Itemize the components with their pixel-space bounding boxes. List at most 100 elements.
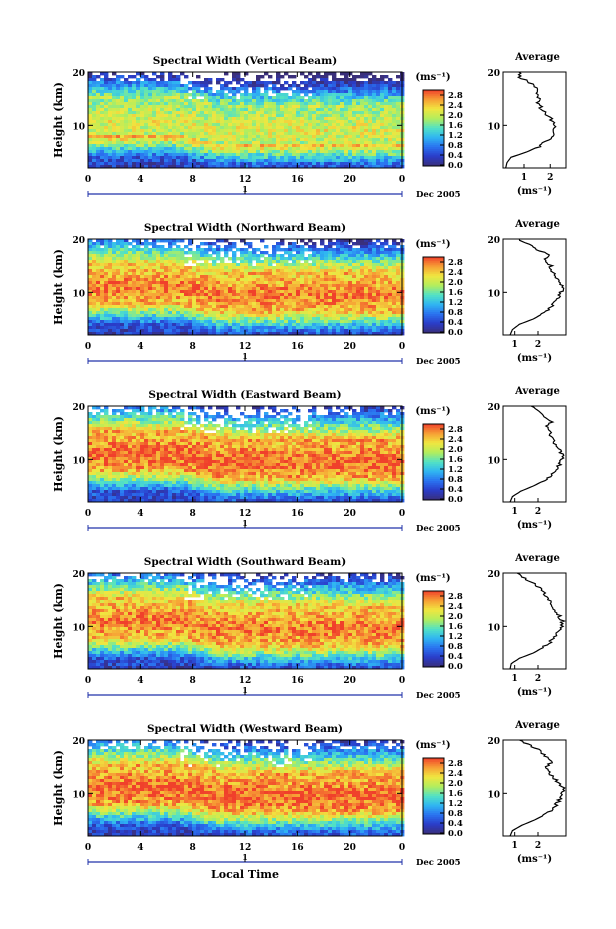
colorbar-tick-label: 1.2 bbox=[448, 799, 463, 809]
avg-x-tick-label: 2 bbox=[535, 507, 541, 517]
y-axis-label: Height (km) bbox=[52, 416, 65, 492]
average-profile-line bbox=[505, 71, 557, 169]
x-tick-label: 20 bbox=[343, 843, 356, 853]
y-tick-label: 10 bbox=[72, 623, 85, 633]
average-profile: Average 20 10 1 2 (ms⁻¹) bbox=[487, 720, 567, 865]
avg-y-tick-label: 20 bbox=[487, 236, 500, 246]
colorbar-tick-label: 2.0 bbox=[448, 278, 463, 288]
avg-y-tick-label: 10 bbox=[487, 790, 500, 800]
avg-x-tick-label: 2 bbox=[535, 841, 541, 851]
colorbar bbox=[422, 757, 445, 835]
colorbar bbox=[422, 590, 445, 668]
average-xlabel: (ms⁻¹) bbox=[517, 687, 552, 698]
colorbar-tick-label: 0.0 bbox=[448, 829, 463, 839]
average-xlabel: (ms⁻¹) bbox=[517, 520, 552, 531]
colorbar-tick-label: 1.6 bbox=[448, 121, 463, 131]
colorbar-tick-label: 1.6 bbox=[448, 622, 463, 632]
colorbar-tick-label: 0.4 bbox=[448, 819, 463, 829]
x-tick-label: 16 bbox=[291, 175, 304, 185]
colorbar-tick-label: 0.8 bbox=[448, 475, 463, 485]
average-title: Average bbox=[514, 52, 560, 63]
x-tick-label: 0 bbox=[399, 509, 405, 519]
colorbar-tick-label: 0.8 bbox=[448, 642, 463, 652]
y-tick-label: 20 bbox=[72, 737, 85, 747]
colorbar-tick-label: 2.4 bbox=[448, 602, 463, 612]
colorbar-tick-label: 1.6 bbox=[448, 288, 463, 298]
colorbar-tick-label: 1.6 bbox=[448, 455, 463, 465]
x-tick-label: 20 bbox=[343, 676, 356, 686]
colorbar-tick-label: 0.0 bbox=[448, 161, 463, 171]
colorbar-tick-label: 2.4 bbox=[448, 101, 463, 111]
x-tick-label: 8 bbox=[190, 175, 196, 185]
avg-y-tick-label: 20 bbox=[487, 737, 500, 747]
colorbar-tick-label: 2.8 bbox=[448, 592, 463, 602]
average-profile-line bbox=[509, 739, 566, 837]
day-label: 1 bbox=[242, 184, 248, 194]
x-tick-label: 0 bbox=[85, 676, 91, 686]
colorbar-tick-label: 2.8 bbox=[448, 759, 463, 769]
average-profile: Average 20 10 1 2 (ms⁻¹) bbox=[487, 219, 567, 364]
avg-y-tick-label: 10 bbox=[487, 289, 500, 299]
colorbar-tick-label: 0.0 bbox=[448, 328, 463, 338]
colorbar-tick-label: 2.4 bbox=[448, 435, 463, 445]
average-frame bbox=[502, 572, 567, 670]
average-profile-line bbox=[509, 572, 567, 670]
x-tick-label: 12 bbox=[239, 509, 252, 519]
y-axis-label: Height (km) bbox=[52, 750, 65, 826]
x-tick-label: 0 bbox=[399, 676, 405, 686]
colorbar-frame bbox=[422, 256, 445, 334]
avg-x-tick-label: 2 bbox=[535, 674, 541, 684]
panel-4: Spectral Width (Southward Beam)2010Heigh… bbox=[52, 553, 567, 701]
heatmap-cells bbox=[88, 573, 405, 670]
avg-x-tick-label: 1 bbox=[521, 173, 527, 183]
x-tick-label: 4 bbox=[137, 843, 143, 853]
x-tick-label: 12 bbox=[239, 843, 252, 853]
avg-y-tick-label: 20 bbox=[487, 403, 500, 413]
colorbar-unit: (ms⁻¹) bbox=[415, 239, 450, 250]
colorbar-unit: (ms⁻¹) bbox=[415, 573, 450, 584]
date-label: Dec 2005 bbox=[416, 858, 461, 868]
colorbar-tick-label: 2.4 bbox=[448, 769, 463, 779]
colorbar-tick-label: 1.2 bbox=[448, 298, 463, 308]
colorbar-unit: (ms⁻¹) bbox=[415, 740, 450, 751]
colorbar-frame bbox=[422, 89, 445, 167]
x-tick-label: 4 bbox=[137, 676, 143, 686]
colorbar-tick-label: 1.2 bbox=[448, 632, 463, 642]
x-tick-label: 0 bbox=[85, 843, 91, 853]
x-tick-label: 8 bbox=[190, 843, 196, 853]
colorbar bbox=[422, 423, 445, 501]
average-profile-line bbox=[509, 238, 565, 336]
date-label: Dec 2005 bbox=[416, 691, 461, 701]
colorbar-tick-label: 1.2 bbox=[448, 465, 463, 475]
panel-2: Spectral Width (Northward Beam)2010Heigh… bbox=[52, 219, 567, 367]
average-xlabel: (ms⁻¹) bbox=[517, 353, 552, 364]
average-profile: Average 20 10 1 2 (ms⁻¹) bbox=[487, 386, 567, 531]
average-profile-line bbox=[509, 405, 565, 503]
x-tick-label: 8 bbox=[190, 509, 196, 519]
average-title: Average bbox=[514, 219, 560, 230]
colorbar-tick-label: 0.8 bbox=[448, 141, 463, 151]
panel-5: Spectral Width (Westward Beam)2010Height… bbox=[52, 720, 567, 868]
colorbar bbox=[422, 256, 445, 334]
average-frame bbox=[502, 71, 567, 169]
x-tick-label: 20 bbox=[343, 509, 356, 519]
panel-title: Spectral Width (Northward Beam) bbox=[144, 222, 346, 234]
y-axis-label: Height (km) bbox=[52, 583, 65, 659]
colorbar-tick-label: 0.4 bbox=[448, 652, 463, 662]
date-label: Dec 2005 bbox=[416, 357, 461, 367]
colorbar-tick-label: 0.4 bbox=[448, 151, 463, 161]
panel-3: Spectral Width (Eastward Beam)2010Height… bbox=[52, 386, 567, 534]
average-xlabel: (ms⁻¹) bbox=[517, 186, 552, 197]
avg-x-tick-label: 2 bbox=[535, 340, 541, 350]
colorbar-tick-label: 2.8 bbox=[448, 425, 463, 435]
y-tick-label: 10 bbox=[72, 790, 85, 800]
heatmap-cells bbox=[88, 72, 405, 169]
heatmap-cells bbox=[88, 406, 405, 503]
x-tick-label: 4 bbox=[137, 509, 143, 519]
panel-title: Spectral Width (Westward Beam) bbox=[147, 723, 343, 735]
x-tick-label: 8 bbox=[190, 342, 196, 352]
colorbar-tick-label: 0.8 bbox=[448, 308, 463, 318]
colorbar-unit: (ms⁻¹) bbox=[415, 72, 450, 83]
x-tick-label: 12 bbox=[239, 175, 252, 185]
